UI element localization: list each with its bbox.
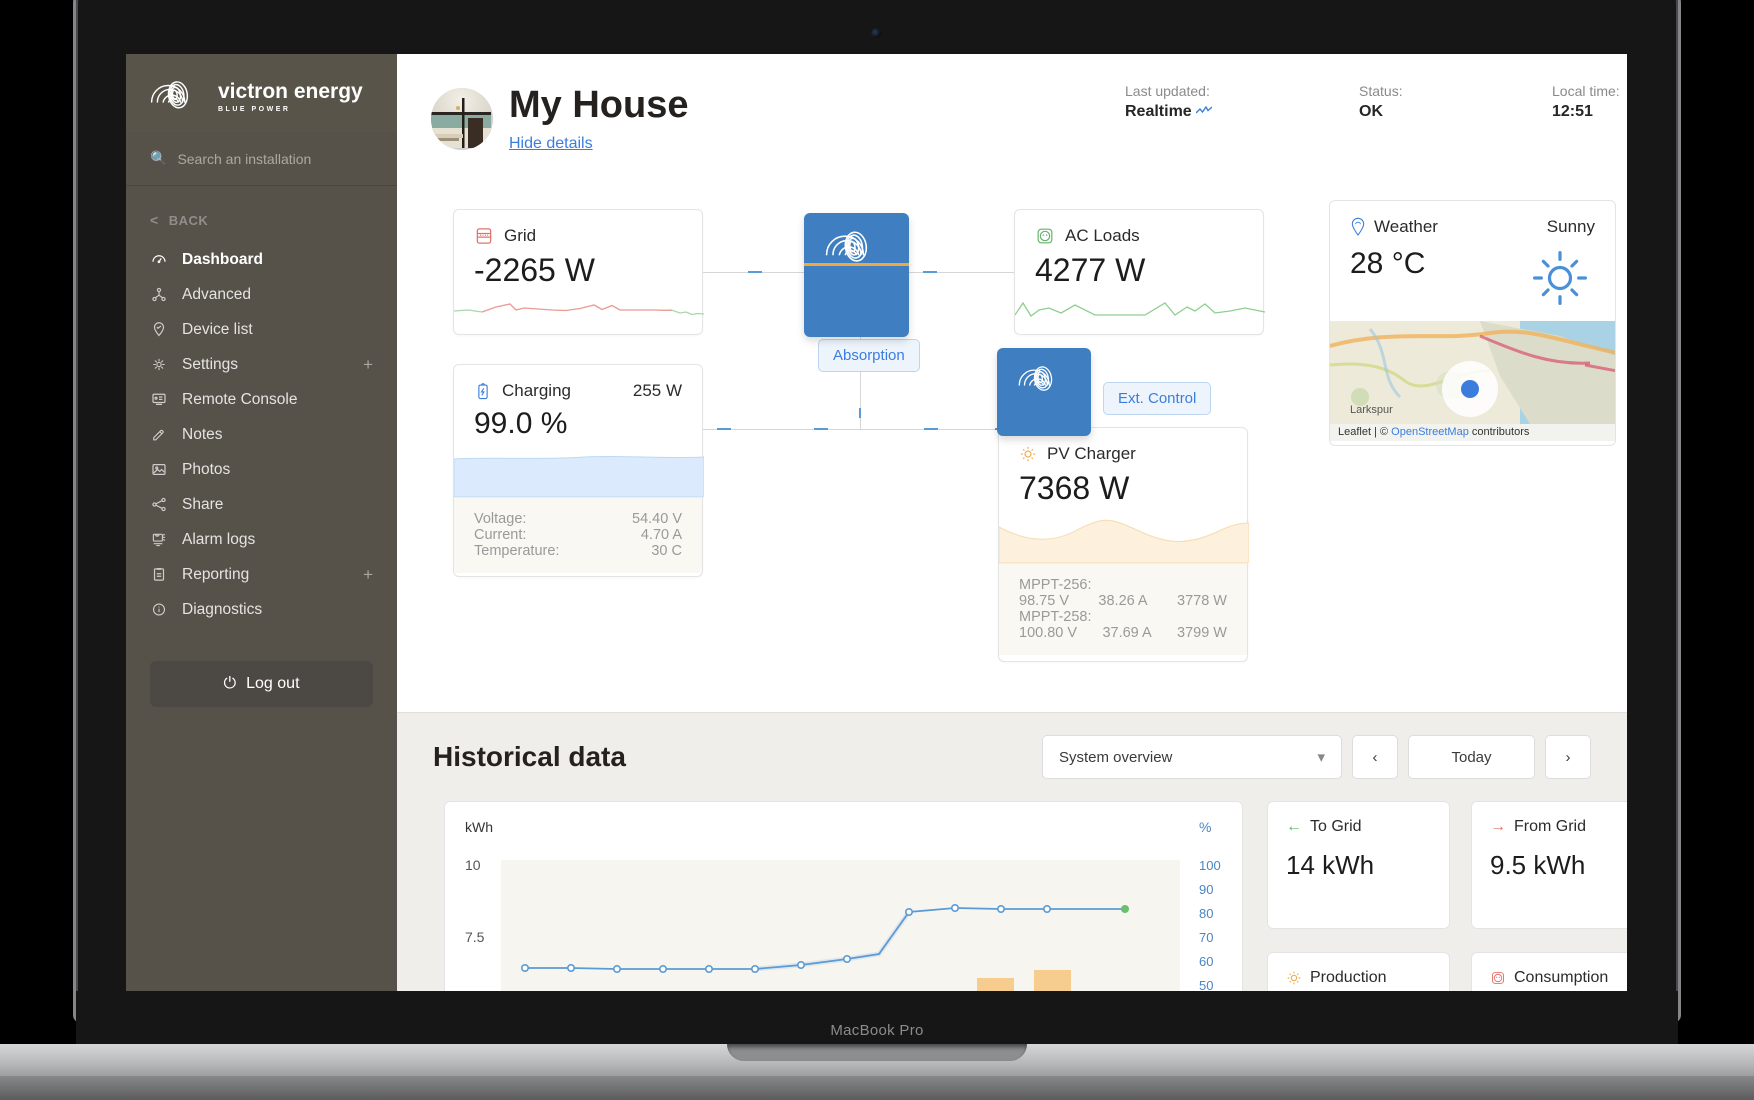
svg-text:60: 60 [1199,954,1213,969]
svg-text:7.5: 7.5 [465,929,485,945]
svg-text:70: 70 [1199,930,1213,945]
svg-text:%: % [1199,819,1211,835]
svg-text:90: 90 [1199,882,1213,897]
svg-text:50: 50 [1199,978,1213,991]
svg-text:100: 100 [1199,858,1221,873]
svg-text:kWh: kWh [465,819,493,835]
svg-text:10: 10 [465,857,481,873]
svg-text:Larkspur: Larkspur [1350,404,1393,416]
svg-text:80: 80 [1199,906,1213,921]
